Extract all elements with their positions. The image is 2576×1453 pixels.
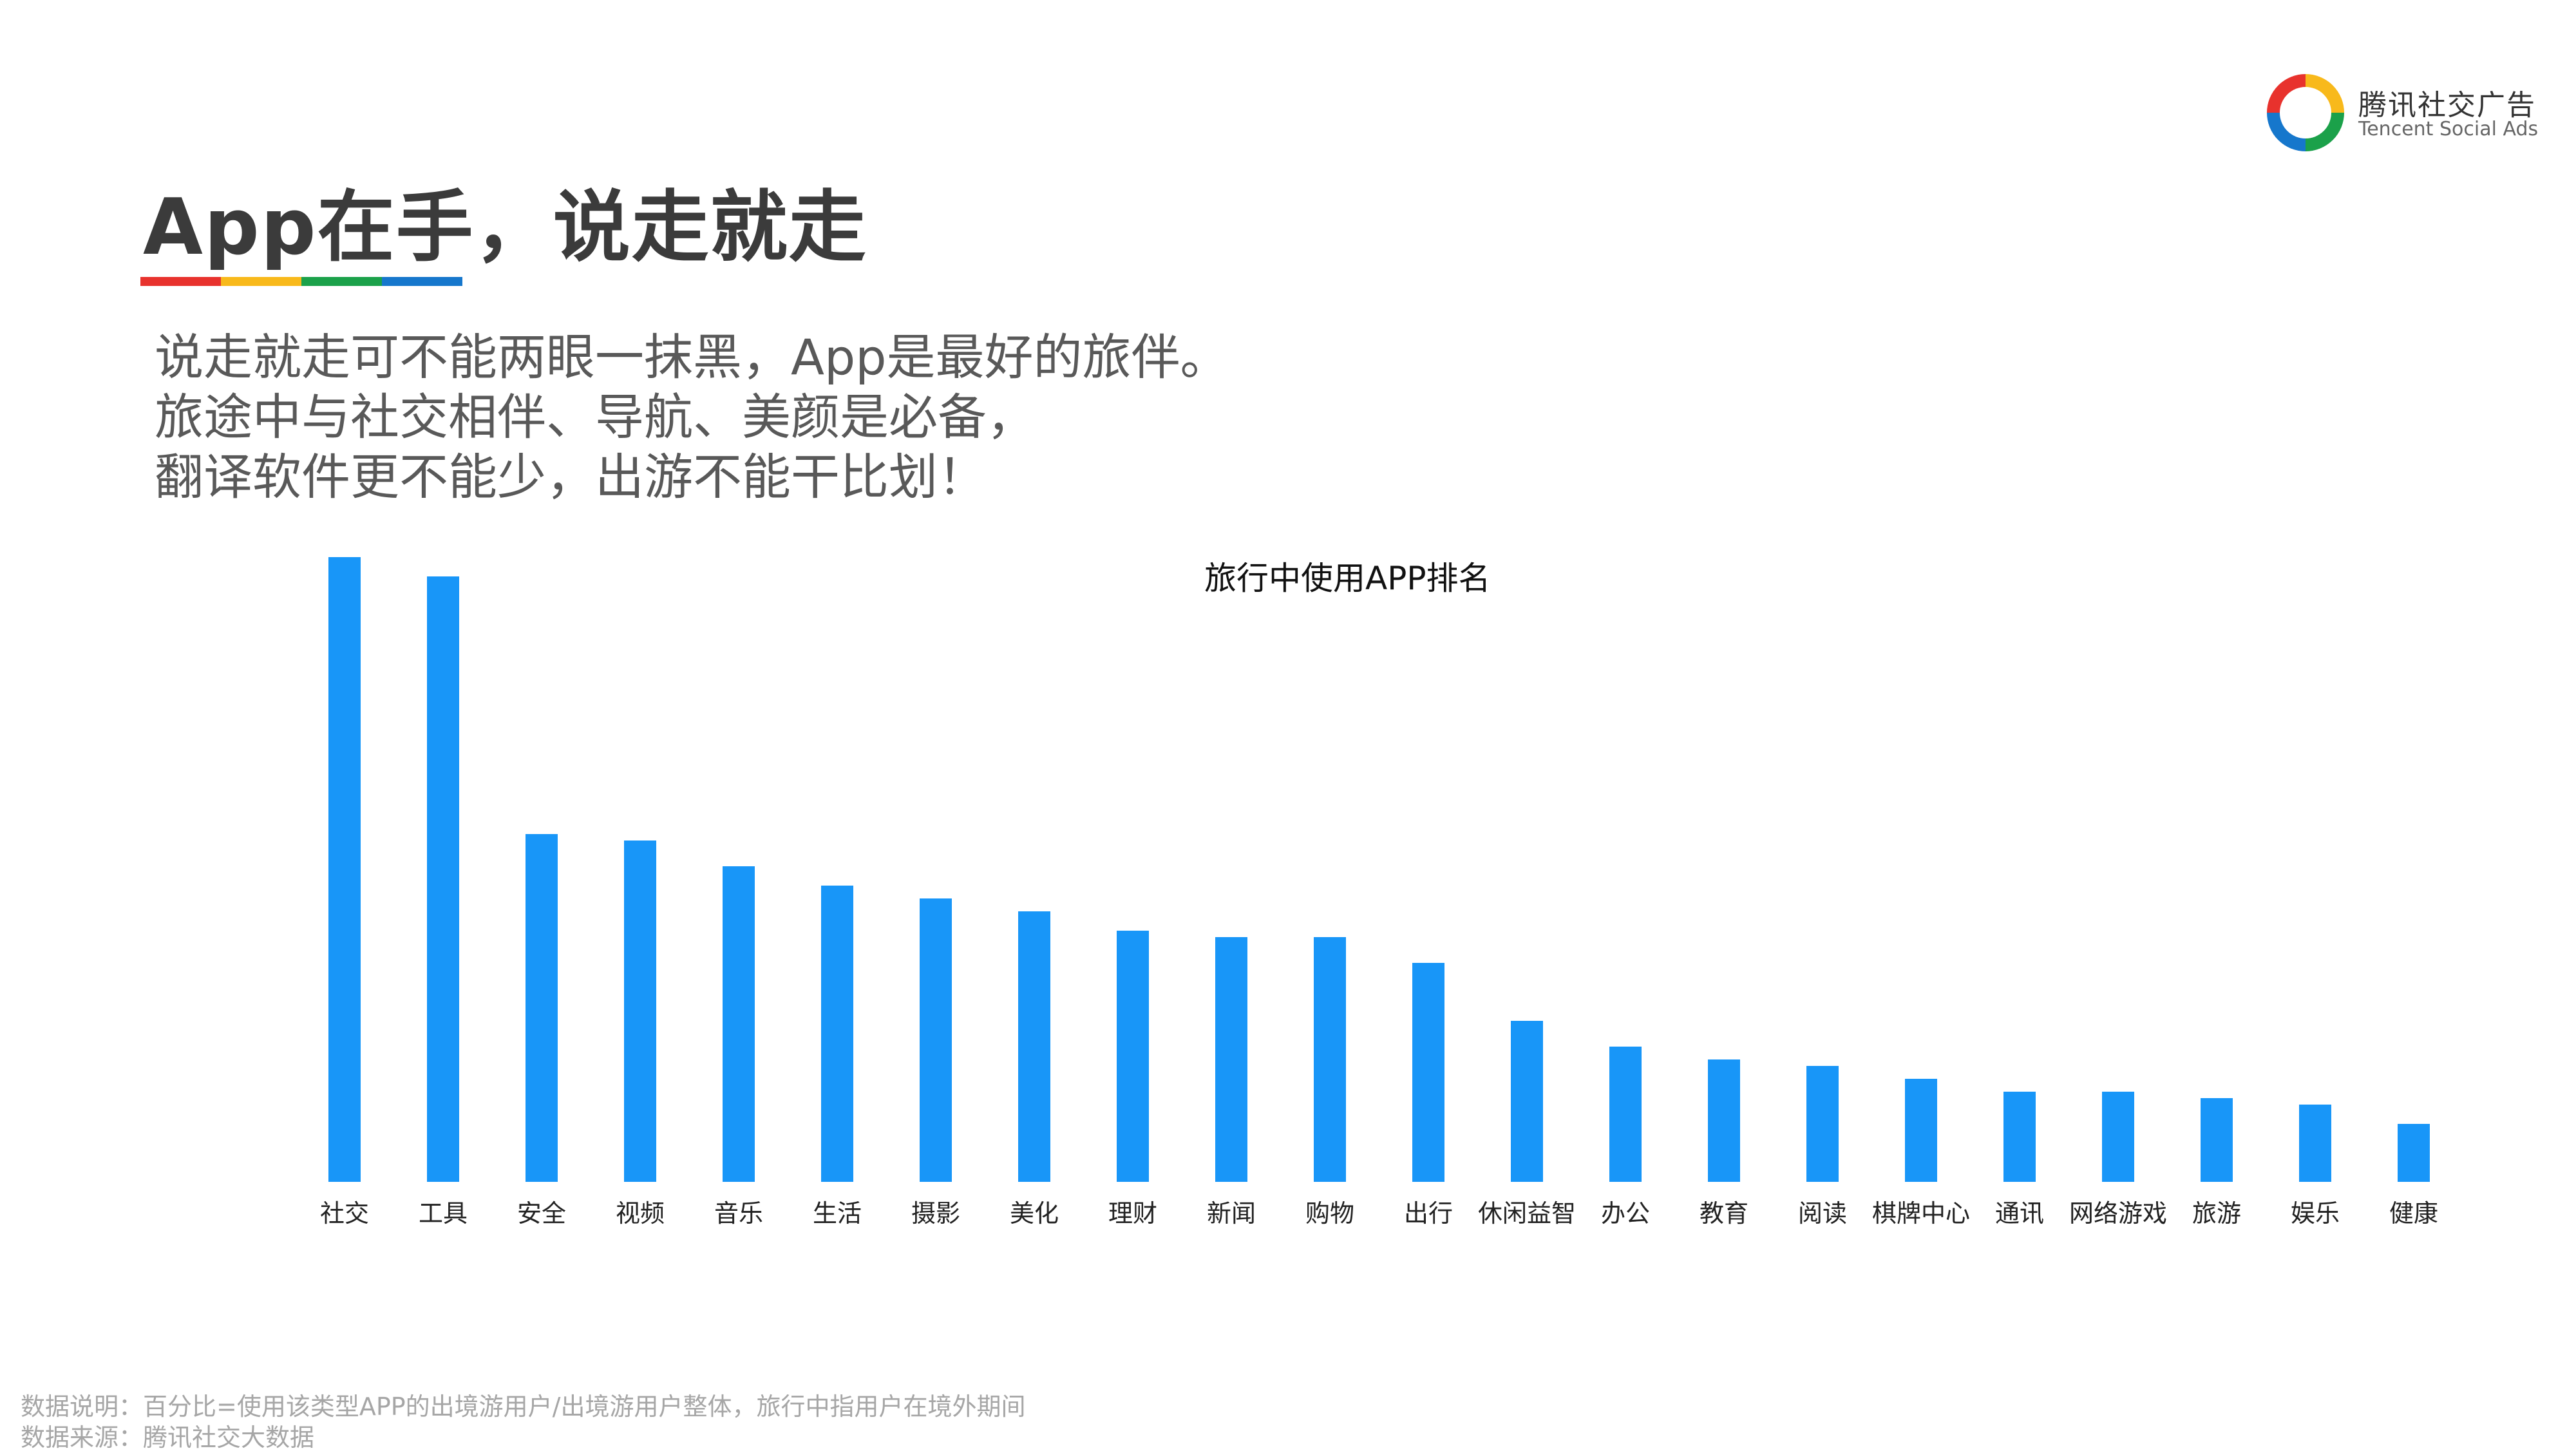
brand-name-cn: 腾讯社交广告	[2358, 89, 2536, 122]
x-tick-label: 理财	[1108, 1199, 1157, 1228]
bar-12	[1412, 963, 1444, 1182]
bar-7	[920, 898, 952, 1182]
x-tick-label: 通讯	[1995, 1199, 2044, 1228]
logo-segment-green	[2305, 112, 2344, 151]
bar-3	[526, 834, 558, 1182]
bar-2	[427, 576, 459, 1182]
data-note-description: 数据说明：百分比=使用该类型APP的出境游用户/出境游用户整体，旅行中指用户在境…	[21, 1392, 1026, 1421]
x-tick-label: 视频	[616, 1199, 665, 1228]
intro-line-2: 旅途中与社交相伴、导航、美颜是必备，	[155, 388, 1036, 446]
x-tick-label: 健康	[2389, 1199, 2438, 1228]
logo-segment-blue	[2267, 112, 2306, 151]
title-underline-blue	[382, 277, 462, 286]
bar-6	[821, 886, 853, 1182]
bar-22	[2398, 1124, 2430, 1182]
bar-9	[1117, 931, 1149, 1182]
x-tick-label: 音乐	[714, 1199, 763, 1228]
title-underline	[140, 277, 462, 286]
bar-4	[624, 840, 656, 1182]
brand-name-en: Tencent Social Ads	[2358, 118, 2539, 140]
bar-13	[1511, 1021, 1543, 1182]
bar-15	[1708, 1059, 1740, 1182]
x-tick-label: 购物	[1305, 1199, 1354, 1228]
x-tick-label: 工具	[419, 1199, 468, 1228]
title-underline-red	[140, 277, 221, 286]
data-note-source: 数据来源：腾讯社交大数据	[21, 1423, 315, 1452]
x-tick-label: 娱乐	[2291, 1199, 2340, 1228]
intro-line-3: 翻译软件更不能少，出游不能干比划！	[155, 448, 987, 506]
bar-18	[2003, 1092, 2036, 1182]
bar-1	[328, 557, 361, 1182]
bar-17	[1905, 1079, 1937, 1182]
logo-segment-yellow	[2305, 74, 2344, 113]
x-tick-label: 网络游戏	[2069, 1199, 2167, 1228]
bar-16	[1806, 1066, 1839, 1182]
intro-text: 说走就走可不能两眼一抹黑，App是最好的旅伴。 旅途中与社交相伴、导航、美颜是必…	[155, 327, 1229, 507]
bar-14	[1609, 1047, 1642, 1182]
bar-5	[723, 866, 755, 1182]
tencent-social-ads-logo-icon	[2267, 74, 2344, 151]
x-tick-label: 教育	[1700, 1199, 1748, 1228]
bar-10	[1215, 937, 1247, 1182]
bar-8	[1018, 911, 1050, 1182]
x-tick-label: 办公	[1601, 1199, 1650, 1228]
bar-11	[1314, 937, 1346, 1182]
x-tick-label: 安全	[517, 1199, 566, 1228]
bar-21	[2299, 1105, 2331, 1182]
x-tick-label: 生活	[813, 1199, 862, 1228]
bar-19	[2102, 1092, 2134, 1182]
x-tick-label: 旅游	[2192, 1199, 2241, 1228]
x-tick-label: 棋牌中心	[1872, 1199, 1970, 1228]
bar-20	[2201, 1098, 2233, 1182]
x-tick-label: 出行	[1404, 1199, 1453, 1228]
x-tick-label: 阅读	[1798, 1199, 1847, 1228]
title-underline-green	[301, 277, 382, 286]
x-tick-label: 美化	[1010, 1199, 1059, 1228]
x-tick-label: 摄影	[911, 1199, 960, 1228]
data-notes: 数据说明：百分比=使用该类型APP的出境游用户/出境游用户整体，旅行中指用户在境…	[21, 1391, 1025, 1453]
x-tick-label: 新闻	[1207, 1199, 1256, 1228]
x-tick-label: 社交	[320, 1199, 369, 1228]
logo-segment-red	[2267, 74, 2306, 113]
bar-chart: 社交 工具 安全 视频 音乐 生活 摄影 美化 理财 新闻 购物 出行 休闲益智 办公 教育 阅读 棋牌中心 通讯…	[320, 557, 2438, 1228]
page-title: App在手，说走就走	[143, 183, 867, 272]
chart-title: 旅行中使用APP排名	[1204, 560, 1491, 597]
title-underline-yellow	[221, 277, 301, 286]
intro-line-1: 说走就走可不能两眼一抹黑，App是最好的旅伴。	[155, 328, 1229, 386]
brand-logo: 腾讯社交广告 Tencent Social Ads	[2267, 74, 2576, 158]
x-tick-label: 休闲益智	[1478, 1199, 1576, 1228]
